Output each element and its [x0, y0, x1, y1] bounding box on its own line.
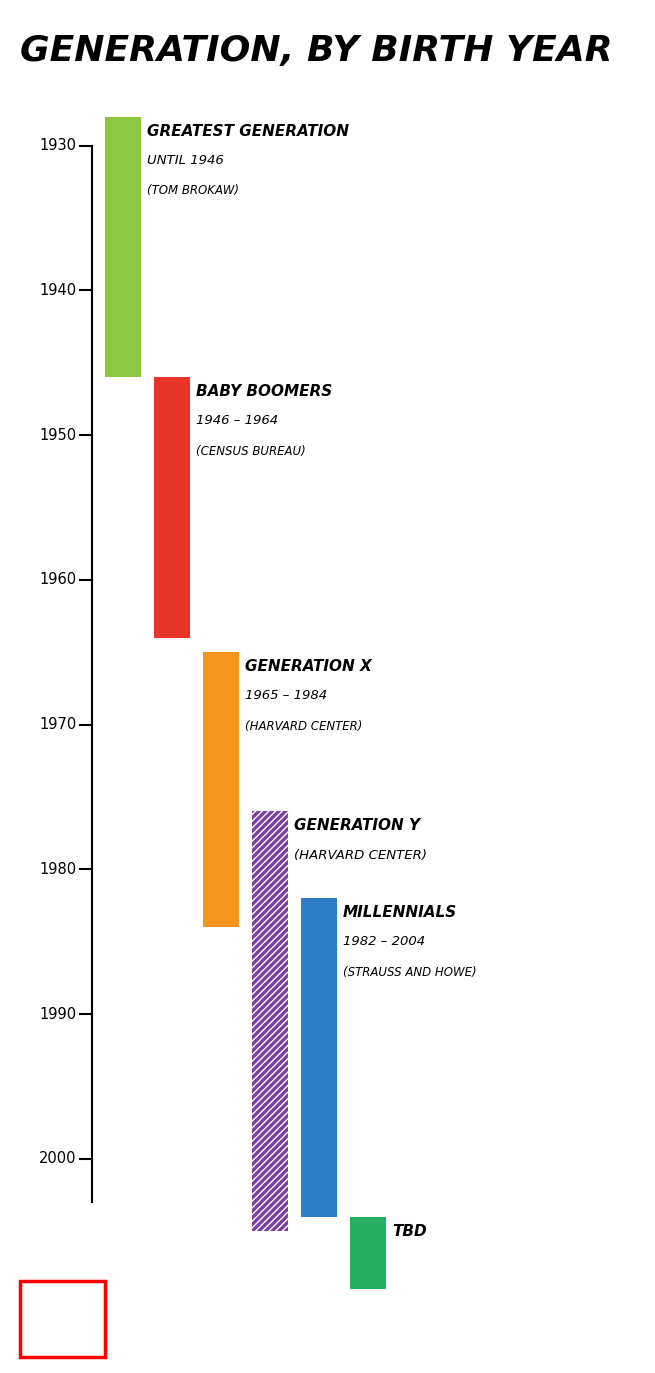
Text: GREATEST GENERATION: GREATEST GENERATION [147, 124, 348, 139]
Text: GENERATION Y: GENERATION Y [294, 818, 420, 833]
Text: (CENSUS BUREAU): (CENSUS BUREAU) [196, 445, 305, 457]
FancyBboxPatch shape [20, 1281, 105, 1357]
FancyBboxPatch shape [154, 378, 190, 638]
Text: MILLENNIALS: MILLENNIALS [343, 905, 457, 920]
FancyBboxPatch shape [105, 117, 141, 378]
Text: BABY BOOMERS: BABY BOOMERS [196, 384, 332, 400]
FancyBboxPatch shape [350, 1216, 386, 1289]
Text: 1960: 1960 [39, 573, 77, 588]
Text: THE: THE [25, 1291, 41, 1296]
Text: TBD: TBD [392, 1223, 427, 1238]
Text: (HARVARD CENTER): (HARVARD CENTER) [294, 849, 427, 861]
Text: 1980: 1980 [39, 862, 77, 877]
Text: 1990: 1990 [39, 1006, 77, 1022]
Text: 2000: 2000 [39, 1152, 77, 1166]
Text: 1940: 1940 [39, 283, 77, 298]
Text: 1970: 1970 [39, 717, 77, 732]
Text: what matters now: what matters now [23, 1343, 73, 1348]
FancyBboxPatch shape [252, 811, 288, 1232]
FancyBboxPatch shape [301, 898, 337, 1216]
FancyBboxPatch shape [203, 652, 239, 927]
Text: 1946 – 1964: 1946 – 1964 [196, 415, 278, 427]
Text: wire: wire [23, 1307, 67, 1325]
Text: UNTIL 1946: UNTIL 1946 [147, 154, 223, 166]
Text: 1930: 1930 [40, 139, 77, 154]
Text: GENERATION, BY BIRTH YEAR: GENERATION, BY BIRTH YEAR [20, 34, 612, 69]
Text: GENERATION X: GENERATION X [245, 659, 371, 674]
Text: (TOM BROKAW): (TOM BROKAW) [147, 184, 238, 196]
Text: (STRAUSS AND HOWE): (STRAUSS AND HOWE) [343, 965, 477, 979]
Text: 1982 – 2004: 1982 – 2004 [343, 935, 425, 949]
Text: 1950: 1950 [39, 427, 77, 442]
Text: (HARVARD CENTER): (HARVARD CENTER) [245, 719, 362, 733]
Text: 1965 – 1984: 1965 – 1984 [245, 689, 327, 703]
